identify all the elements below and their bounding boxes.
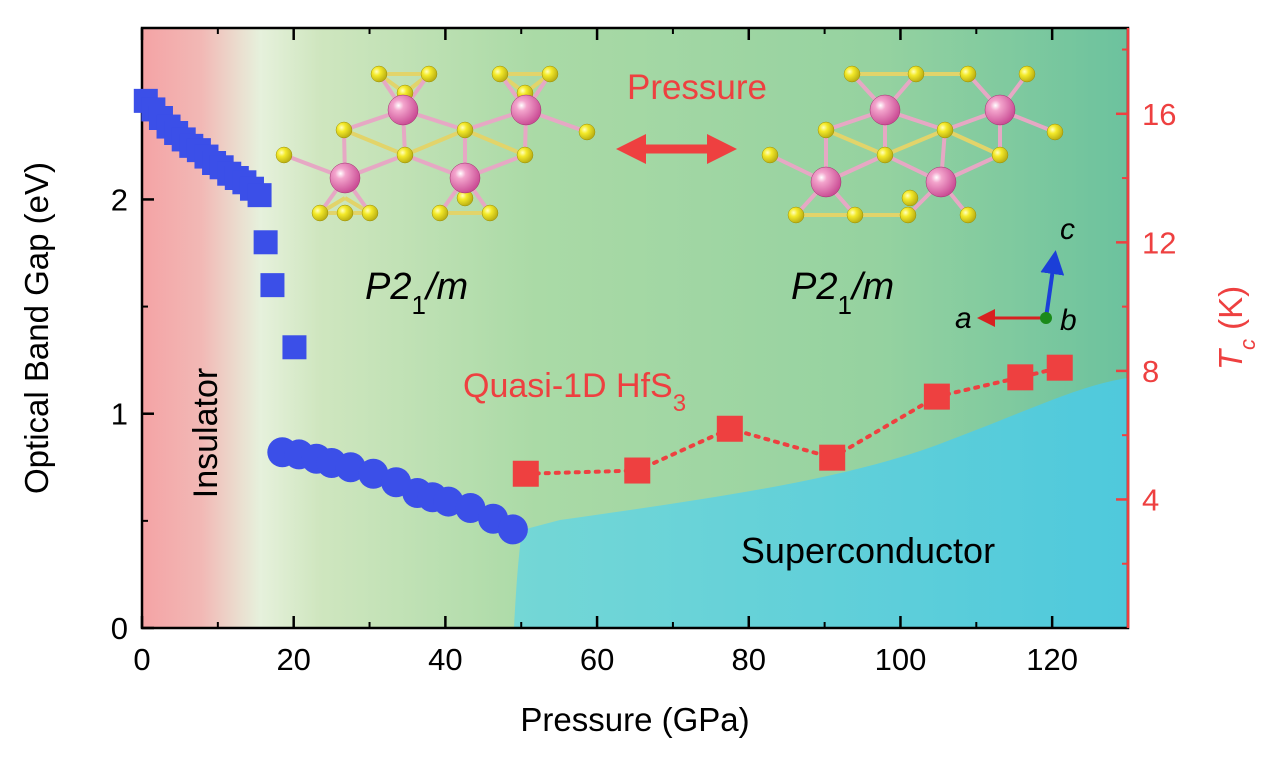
axis-a-label: a [955, 302, 972, 335]
y-left-axis-title: Optical Band Gap (eV) [18, 162, 55, 494]
sulfur-atom [336, 204, 354, 222]
y-left-tick-label: 0 [111, 611, 128, 646]
bond [825, 128, 886, 157]
axis-c-label: c [1060, 213, 1075, 246]
superconductor-label: Superconductor [741, 530, 995, 571]
band-gap-square-point [247, 183, 272, 208]
insulator-label: Insulator [187, 368, 225, 498]
phase-label: Quasi-1D HfS3 [463, 367, 686, 417]
band-gap-circle-point [455, 493, 486, 523]
sulfur-atom [578, 123, 596, 141]
x-tick-label: 60 [580, 642, 614, 677]
tc-square-point [716, 415, 743, 442]
hafnium-atom [984, 94, 1016, 126]
sulfur-atom [899, 206, 917, 224]
crystal-structure-right [761, 65, 1064, 224]
sulfur-atom [481, 204, 499, 222]
sulfur-atom [335, 121, 353, 139]
tc-square-point [624, 457, 651, 484]
sulfur-atom [431, 204, 449, 222]
data-series [133, 88, 1073, 545]
bond [464, 128, 526, 157]
sulfur-atom [787, 206, 805, 224]
tc-square-point [923, 383, 950, 410]
sulfur-atom [876, 146, 894, 164]
sulfur-atom [843, 65, 861, 83]
space-group-left: P21/m [365, 266, 468, 320]
bond [343, 128, 406, 157]
sulfur-atom [959, 65, 977, 83]
tc-square-point [1046, 354, 1073, 381]
x-tick-label: 80 [732, 642, 766, 677]
x-axis-title: Pressure (GPa) [520, 701, 749, 738]
bond [404, 128, 466, 157]
superconductor-region [514, 378, 1128, 628]
x-tick-label: 40 [428, 642, 462, 677]
y-left-axis-ticks: 0 1 2 [111, 91, 154, 646]
hafnium-atom [449, 162, 481, 194]
band-gap-circle-point [497, 514, 528, 545]
bond [884, 128, 946, 157]
sulfur-atom [1046, 123, 1064, 141]
sulfur-atom [370, 65, 388, 83]
band-gap-circle-point [335, 452, 366, 483]
hafnium-atom [869, 94, 901, 126]
sulfur-atom [959, 206, 977, 224]
band-gap-circle-point [358, 458, 389, 489]
sulfur-atom [491, 65, 509, 83]
sulfur-atom [516, 146, 534, 164]
sulfur-atom [541, 65, 559, 83]
sulfur-atom [456, 121, 474, 139]
pressure-label: Pressure [627, 68, 767, 107]
y-right-tick-label: 4 [1142, 482, 1159, 517]
x-tick-label: 20 [276, 642, 310, 677]
x-tick-label: 100 [875, 642, 927, 677]
sulfur-atom [1018, 65, 1036, 83]
tc-square-point [1007, 364, 1034, 391]
sulfur-atom [420, 65, 438, 83]
x-axis-ticks: 0 20 40 60 80 100 120 [133, 28, 1078, 677]
band-gap-square-point [260, 273, 285, 298]
sulfur-atom [846, 206, 864, 224]
y-right-tick-label: 16 [1142, 97, 1176, 132]
crystal-structure-left [275, 65, 596, 222]
space-group-right: P21/m [791, 266, 894, 320]
sulfur-atom [311, 204, 329, 222]
band-gap-square-point [282, 335, 307, 360]
hafnium-atom [329, 162, 361, 194]
sulfur-atom [761, 146, 779, 164]
sulfur-atom [907, 65, 925, 83]
band-gap-square-point [253, 230, 278, 255]
hafnium-atom [925, 166, 957, 198]
y-right-tick-label: 8 [1142, 354, 1159, 389]
hafnium-atom [810, 166, 842, 198]
sulfur-atom [275, 146, 293, 164]
tc-square-point [512, 460, 539, 487]
y-left-tick-label: 1 [111, 397, 128, 432]
sulfur-atom [396, 146, 414, 164]
y-right-tick-label: 12 [1142, 225, 1176, 260]
x-tick-label: 120 [1026, 642, 1078, 677]
y-right-axis-title: Tc (K) [1212, 286, 1260, 370]
double-arrow-icon [616, 134, 737, 164]
bond [944, 128, 1001, 157]
sulfur-atom [817, 121, 835, 139]
y-left-tick-label: 2 [111, 182, 128, 217]
axis-b-label: b [1060, 304, 1077, 337]
hafnium-atom [387, 94, 419, 126]
tc-square-point [819, 444, 846, 471]
sulfur-atom [936, 121, 954, 139]
sulfur-atom [991, 146, 1009, 164]
y-right-axis-ticks: 4 8 12 16 [1116, 48, 1176, 565]
x-tick-label: 0 [133, 642, 150, 677]
hafnium-atom [510, 94, 542, 126]
crystal-axes-icon [977, 250, 1065, 327]
sulfur-atom [901, 189, 919, 207]
sulfur-atom [361, 204, 379, 222]
